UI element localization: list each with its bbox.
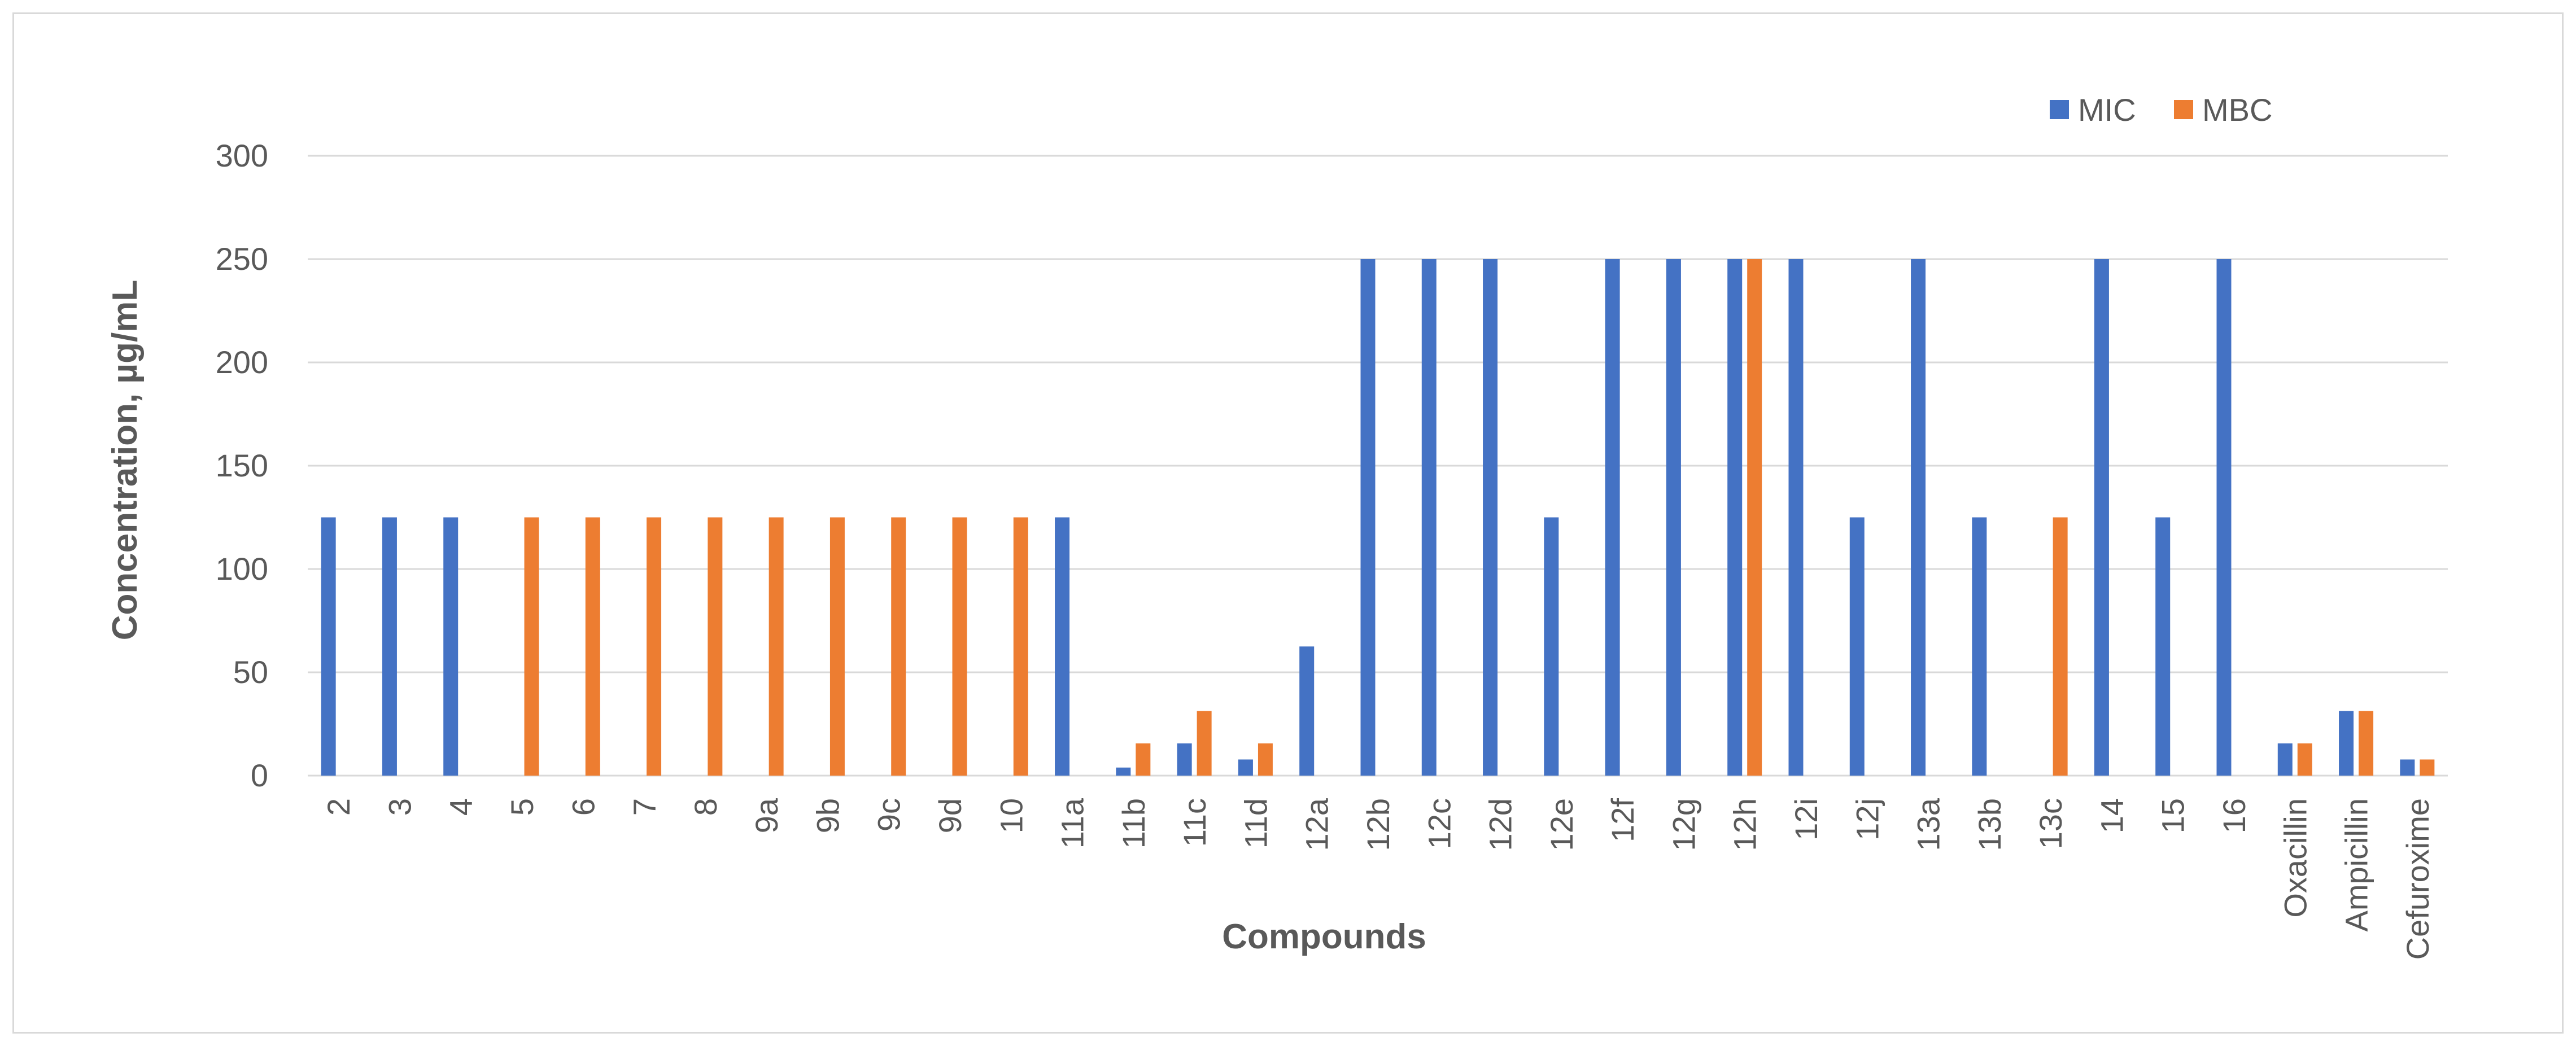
bar-mic-11c xyxy=(1177,743,1192,776)
legend: MIC MBC xyxy=(2050,92,2272,128)
bar-mic-12i xyxy=(1788,259,1804,776)
x-tick-label: 11a xyxy=(1055,798,1090,848)
bar-mic-3 xyxy=(382,517,397,776)
x-axis-title: Compounds xyxy=(1222,917,1426,956)
bar-mbc-12h xyxy=(1747,259,1762,776)
bar-mic-13b xyxy=(1972,517,1987,776)
bar-mbc-10 xyxy=(1013,517,1028,776)
x-tick-label: 9b xyxy=(810,798,845,833)
bar-mic-12j xyxy=(1849,517,1865,776)
x-tick-label: Oxacillin xyxy=(2277,798,2313,918)
y-tick-label: 100 xyxy=(216,551,268,587)
y-tick-label: 300 xyxy=(216,138,268,173)
bar-mic-12c xyxy=(1421,259,1437,776)
bar-mbc-11b xyxy=(1136,743,1151,776)
x-tick-label: 11b xyxy=(1116,798,1151,848)
x-tick-label: 4 xyxy=(443,798,479,816)
x-tick-label: 12h xyxy=(1727,798,1763,851)
bar-mbc-8 xyxy=(708,517,723,776)
y-tick-label: 200 xyxy=(216,344,268,380)
bar-mic-14 xyxy=(2094,259,2109,776)
bar-mbc-9b xyxy=(829,517,845,776)
x-tick-label: 10 xyxy=(993,798,1029,833)
bar-mbc-7 xyxy=(647,517,662,776)
x-tick-label: 9d xyxy=(932,798,968,833)
legend-swatch-mbc xyxy=(2174,100,2193,119)
legend-label-mbc: MBC xyxy=(2202,92,2272,128)
bar-mic-4 xyxy=(443,517,459,776)
y-tick-label: 150 xyxy=(216,448,268,483)
x-axis-tick-labels: 2 3 4 5 6 7 8 9a 9b 9c 9d 10 11a 11b 11c 11d 12a 12b 12c 12… xyxy=(321,798,2435,960)
x-tick-label: 13a xyxy=(1911,798,1946,851)
bar-mic-11a xyxy=(1055,517,1070,776)
x-tick-label: 12j xyxy=(1849,798,1885,841)
bar-mic-12f xyxy=(1605,259,1620,776)
y-tick-label: 250 xyxy=(216,241,268,277)
x-tick-label: 11c xyxy=(1177,798,1212,847)
x-tick-label: 13b xyxy=(1972,798,2007,851)
bar-mbc-13c xyxy=(2053,517,2068,776)
bar-mic-12d xyxy=(1483,259,1498,776)
bar-mic-11d xyxy=(1238,759,1253,776)
y-axis-tick-labels: 0 50 100 150 200 250 300 xyxy=(216,138,268,793)
x-tick-label: 13c xyxy=(2033,798,2068,849)
x-tick-label: 15 xyxy=(2155,798,2191,833)
x-tick-label: 9c xyxy=(871,798,907,831)
bar-mbc-11d xyxy=(1258,743,1273,776)
x-tick-label: 9a xyxy=(749,798,784,833)
y-axis-title: Concentration, µg/mL xyxy=(106,280,145,641)
bar-mic-12h xyxy=(1727,259,1743,776)
bar-mic-12e xyxy=(1544,517,1559,776)
bar-mbc-5 xyxy=(524,517,539,776)
bar-mic-oxacillin xyxy=(2277,743,2293,776)
bar-mic-13a xyxy=(1911,259,1926,776)
bar-mbc-11c xyxy=(1197,711,1212,776)
legend-label-mic: MIC xyxy=(2078,92,2136,128)
x-tick-label: 12i xyxy=(1788,798,1824,841)
x-tick-label: 12a xyxy=(1299,798,1335,851)
x-tick-label: 12g xyxy=(1666,798,1701,851)
x-tick-label: Ampicillin xyxy=(2339,798,2374,932)
bar-mic-12g xyxy=(1666,259,1681,776)
bar-mic-2 xyxy=(321,517,336,776)
bar-mic-16 xyxy=(2216,259,2232,776)
x-tick-label: 16 xyxy=(2216,798,2252,833)
bar-mic-12a xyxy=(1299,646,1315,776)
bar-mbc-9c xyxy=(891,517,906,776)
x-tick-label: 8 xyxy=(688,798,723,816)
x-tick-label: 12e xyxy=(1544,798,1579,851)
legend-swatch-mic xyxy=(2050,100,2069,119)
x-tick-label: 14 xyxy=(2094,798,2129,833)
bar-mbc-9d xyxy=(952,517,967,776)
y-tick-label: 0 xyxy=(251,758,268,793)
x-tick-label: 7 xyxy=(627,798,662,816)
x-tick-label: 11d xyxy=(1238,798,1273,848)
bar-mbc-cefuroxime xyxy=(2420,759,2435,776)
bar-mic-15 xyxy=(2155,517,2171,776)
bar-mic-cefuroxime xyxy=(2400,759,2415,776)
bar-mbc-9a xyxy=(769,517,784,776)
x-tick-label: 12d xyxy=(1483,798,1518,851)
x-tick-label: 3 xyxy=(382,798,417,816)
bar-mbc-ampicillin xyxy=(2359,711,2374,776)
chart-frame xyxy=(12,12,2564,1034)
x-tick-label: 12c xyxy=(1421,798,1457,849)
bar-mbc-6 xyxy=(585,517,600,776)
x-tick-label: 5 xyxy=(504,798,540,816)
gridlines xyxy=(308,155,2448,777)
bar-mbc-oxacillin xyxy=(2297,743,2312,776)
bars xyxy=(321,259,2435,776)
x-tick-label: 12b xyxy=(1360,798,1396,851)
y-tick-label: 50 xyxy=(233,654,268,690)
x-tick-label: 12f xyxy=(1605,798,1640,842)
bar-mic-11b xyxy=(1116,767,1131,776)
x-tick-label: Cefuroxime xyxy=(2400,798,2435,960)
x-tick-label: 2 xyxy=(321,798,356,816)
bar-mic-12b xyxy=(1360,259,1376,776)
x-tick-label: 6 xyxy=(565,798,601,816)
bar-mic-ampicillin xyxy=(2339,711,2354,776)
